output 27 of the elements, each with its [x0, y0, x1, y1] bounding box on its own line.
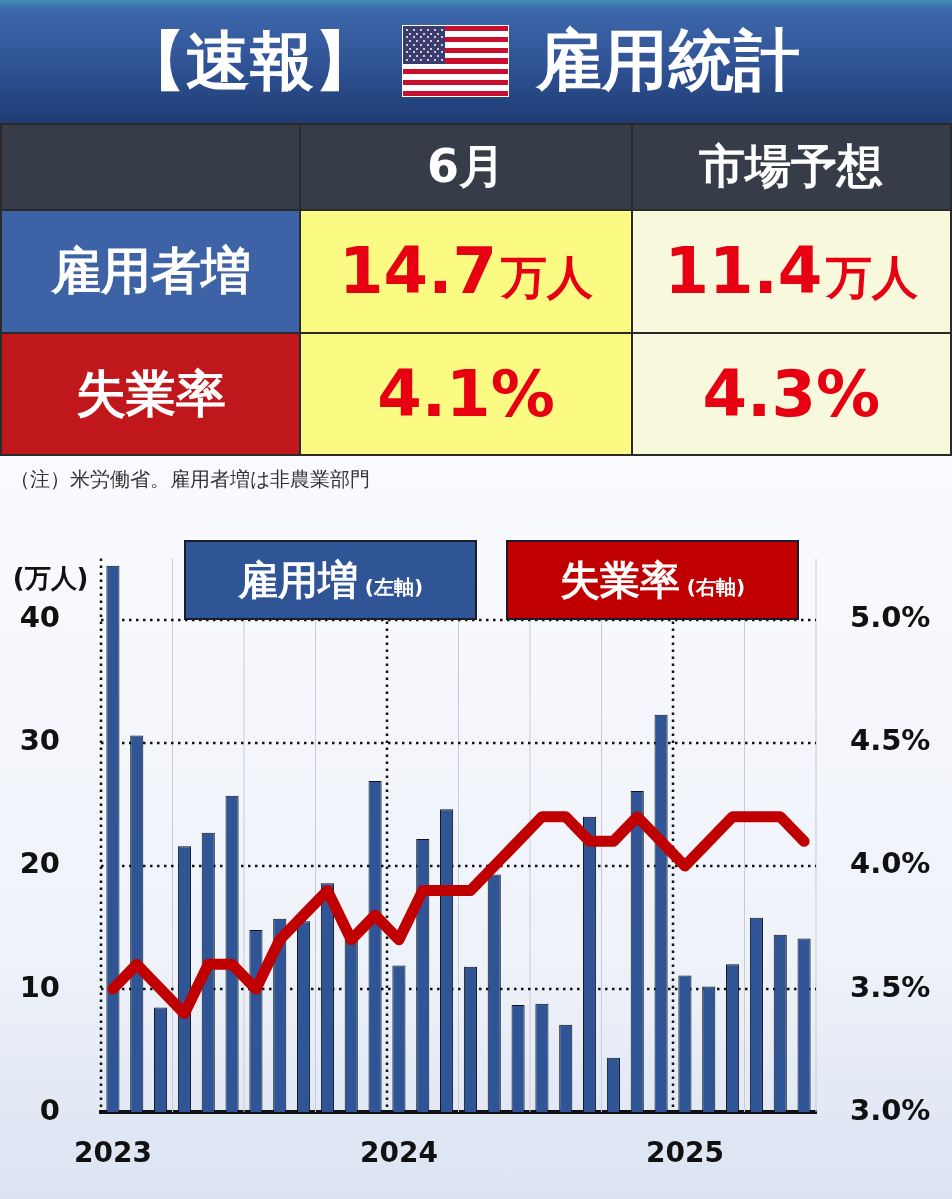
y-tick-label: 40	[19, 600, 60, 635]
category-label: 雇用者増	[50, 242, 251, 300]
category-label: 6月	[427, 138, 506, 195]
category-label: 失業率	[75, 364, 226, 423]
y2-tick-label: 4.5%	[850, 723, 931, 758]
y-tick-label: 10	[19, 969, 60, 1004]
text: （注）米労働省。雇用者増は非農業部門	[10, 467, 370, 491]
category-label: 市場予想	[699, 138, 884, 195]
text: 雇用統計	[536, 22, 800, 99]
text: 失業率 (右軸)	[559, 556, 746, 603]
y2-tick-label: 3.5%	[850, 969, 931, 1004]
text: 4.3%	[702, 357, 881, 431]
x-tick-label: 2024	[359, 1136, 438, 1170]
y2-tick-label: 3.0%	[850, 1092, 931, 1127]
y-tick-label: 20	[19, 846, 60, 881]
x-tick-label: 2025	[645, 1136, 724, 1170]
x-tick-label: 2023	[73, 1136, 152, 1170]
y-tick-label: 30	[19, 723, 60, 758]
text: 14.7万人	[339, 234, 593, 308]
text: 【速報】	[122, 24, 378, 98]
y-tick-label: 0	[39, 1092, 60, 1127]
text: 11.4万人	[664, 234, 919, 308]
y2-tick-label: 5.0%	[850, 600, 931, 635]
text: 雇用増 (左軸)	[237, 556, 424, 603]
y-axis-title: (万人)	[12, 563, 89, 594]
y2-tick-label: 4.0%	[850, 846, 931, 881]
text: 4.1%	[377, 357, 555, 431]
